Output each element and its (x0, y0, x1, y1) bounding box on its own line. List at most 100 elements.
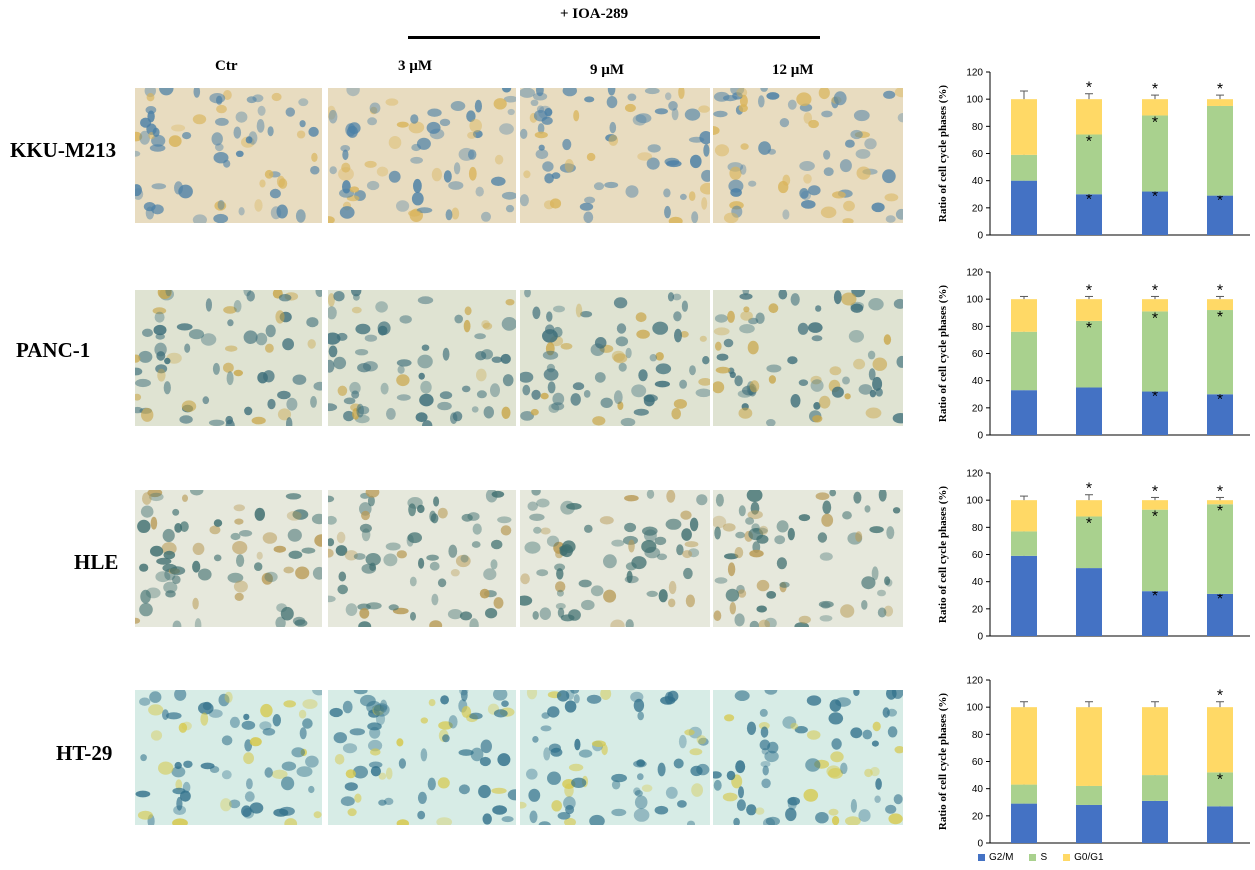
bar-g2m-3 (1142, 191, 1168, 235)
y-tick-label: 80 (972, 730, 984, 741)
bar-g0g1-1 (1011, 99, 1037, 155)
legend-swatch (1029, 854, 1037, 861)
bar-s-3 (1142, 509, 1168, 592)
chart-panel-3: Ratio of cell cycle phases (%) 0 20 40 60 80 1… (937, 469, 1250, 643)
y-tick-label: 40 (972, 376, 984, 387)
significance-star: * (1152, 81, 1158, 98)
y-tick-label: 20 (972, 811, 984, 822)
y-tick-label: 100 (966, 295, 983, 306)
significance-star: * (1217, 81, 1223, 98)
micrograph-kku-m213-12um (713, 88, 903, 223)
bar-g2m-4 (1207, 806, 1233, 843)
row-label-panc-1: PANC-1 (16, 338, 91, 362)
bar-g0g1-3 (1142, 299, 1168, 312)
bar-g2m-1 (1011, 555, 1037, 636)
y-axis-label: Ratio of cell cycle phases (%) (937, 285, 949, 422)
bar-s-2 (1076, 785, 1102, 805)
bar-s-1 (1011, 154, 1037, 181)
chart-panel-4: Ratio of cell cycle phases (%) 0 20 40 60 80 1… (937, 676, 1250, 850)
chart-panel-1: Ratio of cell cycle phases (%) 0 20 40 60 80 1… (937, 68, 1250, 242)
y-tick-label: 20 (972, 203, 984, 214)
y-tick-label: 0 (977, 839, 983, 850)
chart-panel-2: Ratio of cell cycle phases (%) 0 20 40 60 80 1… (937, 268, 1250, 442)
y-tick-label: 100 (966, 703, 983, 714)
micrograph-hle-ctr (135, 490, 322, 627)
column-label-12um: 12 µM (772, 62, 814, 78)
bar-g2m-4 (1207, 593, 1233, 636)
bar-g0g1-3 (1142, 99, 1168, 116)
treatment-bracket-line (408, 36, 820, 39)
bar-g0g1-2 (1076, 707, 1102, 786)
micrograph-panc-1-3um (328, 290, 516, 426)
y-tick-label: 60 (972, 349, 984, 360)
bar-s-3 (1142, 115, 1168, 192)
significance-star: * (1086, 191, 1092, 208)
significance-star: * (1152, 588, 1158, 605)
micrograph-hle-3um (328, 490, 516, 627)
bar-s-2 (1076, 134, 1102, 195)
legend-item-g0g1: G0/G1 (1063, 852, 1104, 863)
significance-star: * (1217, 309, 1223, 326)
legend-swatch (978, 854, 985, 861)
significance-star: * (1217, 771, 1223, 788)
y-tick-label: 0 (977, 231, 983, 242)
y-tick-label: 20 (972, 604, 984, 615)
y-axis-label: Ratio of cell cycle phases (%) (937, 486, 949, 623)
bar-g2m-3 (1142, 591, 1168, 636)
significance-star: * (1086, 133, 1092, 150)
column-label-3um: 3 µM (398, 58, 433, 74)
bar-g2m-2 (1076, 194, 1102, 235)
bar-g2m-3 (1142, 391, 1168, 435)
bar-g2m-4 (1207, 195, 1233, 235)
bar-g0g1-4 (1207, 500, 1233, 505)
legend-swatch (1063, 854, 1071, 861)
micrograph-kku-m213-9um (520, 88, 710, 223)
bar-g0g1-2 (1076, 99, 1102, 135)
significance-star: * (1152, 114, 1158, 131)
significance-star: * (1152, 483, 1158, 500)
y-tick-label: 0 (977, 632, 983, 643)
bar-s-4 (1207, 310, 1233, 395)
bar-g0g1-3 (1142, 500, 1168, 510)
significance-star: * (1217, 282, 1223, 299)
micrograph-kku-m213-ctr (135, 88, 322, 223)
bar-g0g1-4 (1207, 99, 1233, 106)
bar-g2m-1 (1011, 803, 1037, 843)
micrograph-hle-9um (520, 490, 710, 627)
y-tick-label: 80 (972, 322, 984, 333)
cell-cycle-charts: Ratio of cell cycle phases (%) 0 20 40 60 80 1… (937, 68, 1250, 850)
micrograph-ht-29-ctr (135, 690, 322, 825)
column-label-ctr: Ctr (215, 58, 238, 74)
y-tick-label: 60 (972, 149, 984, 160)
bar-g0g1-4 (1207, 299, 1233, 311)
micrograph-panc-1-9um (520, 290, 710, 426)
significance-star: * (1086, 282, 1092, 299)
micrograph-ht-29-9um (520, 690, 710, 825)
significance-star: * (1086, 481, 1092, 498)
bar-s-2 (1076, 516, 1102, 569)
significance-star: * (1086, 80, 1092, 97)
bar-s-4 (1207, 504, 1233, 594)
y-tick-label: 0 (977, 431, 983, 442)
y-tick-label: 120 (966, 68, 983, 79)
bar-s-1 (1011, 531, 1037, 556)
micrograph-ht-29-3um (328, 690, 516, 825)
y-tick-label: 120 (966, 268, 983, 279)
legend-label: S (1040, 852, 1048, 863)
y-tick-label: 120 (966, 469, 983, 480)
y-tick-label: 60 (972, 757, 984, 768)
bar-s-3 (1142, 311, 1168, 392)
micrograph-panc-1-ctr (135, 290, 322, 426)
bar-g0g1-1 (1011, 299, 1037, 332)
micrograph-panc-1-12um (713, 290, 903, 426)
significance-star: * (1217, 591, 1223, 608)
y-tick-label: 100 (966, 95, 983, 106)
significance-star: * (1152, 189, 1158, 206)
y-axis-label: Ratio of cell cycle phases (%) (937, 85, 949, 222)
bar-g2m-2 (1076, 804, 1102, 843)
y-tick-label: 40 (972, 577, 984, 588)
significance-star: * (1152, 389, 1158, 406)
bar-g0g1-2 (1076, 500, 1102, 517)
treatment-label: + IOA-289 (560, 6, 629, 22)
micrograph-hle-12um (713, 490, 903, 627)
